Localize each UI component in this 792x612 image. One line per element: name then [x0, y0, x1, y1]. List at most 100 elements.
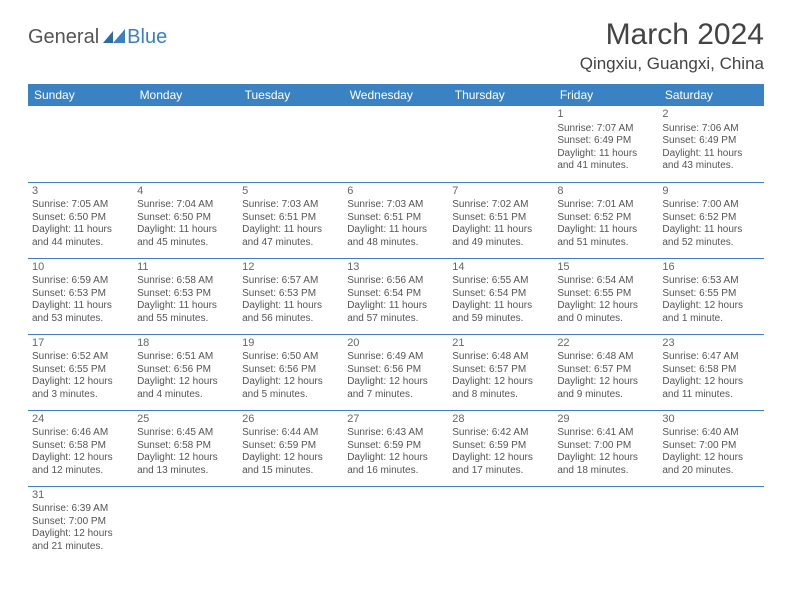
weekday-header-row: SundayMondayTuesdayWednesdayThursdayFrid…: [28, 84, 764, 106]
day-info: Sunrise: 6:54 AMSunset: 6:55 PMDaylight:…: [557, 275, 654, 325]
calendar-day-cell: 26Sunrise: 6:44 AMSunset: 6:59 PMDayligh…: [238, 410, 343, 486]
calendar-week-row: 10Sunrise: 6:59 AMSunset: 6:53 PMDayligh…: [28, 258, 764, 334]
calendar-day-cell: 22Sunrise: 6:48 AMSunset: 6:57 PMDayligh…: [553, 334, 658, 410]
logo-text-general: General: [28, 26, 99, 49]
day-info: Sunrise: 6:44 AMSunset: 6:59 PMDaylight:…: [242, 427, 339, 477]
day-info: Sunrise: 6:43 AMSunset: 6:59 PMDaylight:…: [347, 427, 444, 477]
day-number: 27: [347, 413, 444, 427]
day-info: Sunrise: 6:47 AMSunset: 6:58 PMDaylight:…: [662, 351, 759, 401]
calendar-day-cell: 28Sunrise: 6:42 AMSunset: 6:59 PMDayligh…: [448, 410, 553, 486]
day-number: 5: [242, 185, 339, 199]
day-info: Sunrise: 6:45 AMSunset: 6:58 PMDaylight:…: [137, 427, 234, 477]
weekday-header: Wednesday: [343, 84, 448, 106]
calendar-day-cell: 21Sunrise: 6:48 AMSunset: 6:57 PMDayligh…: [448, 334, 553, 410]
day-number: 3: [32, 185, 129, 199]
day-info: Sunrise: 6:46 AMSunset: 6:58 PMDaylight:…: [32, 427, 129, 477]
day-number: 29: [557, 413, 654, 427]
calendar-day-cell: 23Sunrise: 6:47 AMSunset: 6:58 PMDayligh…: [658, 334, 763, 410]
calendar-day-cell: 9Sunrise: 7:00 AMSunset: 6:52 PMDaylight…: [658, 182, 763, 258]
day-number: 24: [32, 413, 129, 427]
day-info: Sunrise: 6:40 AMSunset: 7:00 PMDaylight:…: [662, 427, 759, 477]
day-number: 11: [137, 261, 234, 275]
calendar-day-cell: 11Sunrise: 6:58 AMSunset: 6:53 PMDayligh…: [133, 258, 238, 334]
calendar-day-cell: 6Sunrise: 7:03 AMSunset: 6:51 PMDaylight…: [343, 182, 448, 258]
day-number: 17: [32, 337, 129, 351]
calendar-day-cell: 14Sunrise: 6:55 AMSunset: 6:54 PMDayligh…: [448, 258, 553, 334]
weekday-header: Sunday: [28, 84, 133, 106]
calendar-day-cell: 17Sunrise: 6:52 AMSunset: 6:55 PMDayligh…: [28, 334, 133, 410]
calendar-empty-cell: [133, 106, 238, 182]
day-info: Sunrise: 6:59 AMSunset: 6:53 PMDaylight:…: [32, 275, 129, 325]
calendar-day-cell: 5Sunrise: 7:03 AMSunset: 6:51 PMDaylight…: [238, 182, 343, 258]
day-info: Sunrise: 6:58 AMSunset: 6:53 PMDaylight:…: [137, 275, 234, 325]
day-number: 30: [662, 413, 759, 427]
day-number: 6: [347, 185, 444, 199]
calendar-week-row: 3Sunrise: 7:05 AMSunset: 6:50 PMDaylight…: [28, 182, 764, 258]
calendar-table: SundayMondayTuesdayWednesdayThursdayFrid…: [28, 84, 764, 562]
weekday-header: Friday: [553, 84, 658, 106]
day-info: Sunrise: 6:48 AMSunset: 6:57 PMDaylight:…: [452, 351, 549, 401]
calendar-day-cell: 18Sunrise: 6:51 AMSunset: 6:56 PMDayligh…: [133, 334, 238, 410]
weekday-header: Tuesday: [238, 84, 343, 106]
calendar-empty-cell: [448, 106, 553, 182]
day-number: 9: [662, 185, 759, 199]
calendar-week-row: 17Sunrise: 6:52 AMSunset: 6:55 PMDayligh…: [28, 334, 764, 410]
calendar-empty-cell: [343, 486, 448, 562]
day-info: Sunrise: 6:55 AMSunset: 6:54 PMDaylight:…: [452, 275, 549, 325]
calendar-empty-cell: [133, 486, 238, 562]
day-info: Sunrise: 6:53 AMSunset: 6:55 PMDaylight:…: [662, 275, 759, 325]
calendar-day-cell: 24Sunrise: 6:46 AMSunset: 6:58 PMDayligh…: [28, 410, 133, 486]
day-number: 31: [32, 489, 129, 503]
day-info: Sunrise: 7:06 AMSunset: 6:49 PMDaylight:…: [662, 123, 759, 173]
calendar-day-cell: 19Sunrise: 6:50 AMSunset: 6:56 PMDayligh…: [238, 334, 343, 410]
day-number: 23: [662, 337, 759, 351]
calendar-week-row: 24Sunrise: 6:46 AMSunset: 6:58 PMDayligh…: [28, 410, 764, 486]
day-number: 4: [137, 185, 234, 199]
calendar-day-cell: 13Sunrise: 6:56 AMSunset: 6:54 PMDayligh…: [343, 258, 448, 334]
day-info: Sunrise: 7:04 AMSunset: 6:50 PMDaylight:…: [137, 199, 234, 249]
day-info: Sunrise: 6:39 AMSunset: 7:00 PMDaylight:…: [32, 503, 129, 553]
day-number: 19: [242, 337, 339, 351]
calendar-empty-cell: [658, 486, 763, 562]
calendar-empty-cell: [238, 106, 343, 182]
day-info: Sunrise: 7:03 AMSunset: 6:51 PMDaylight:…: [347, 199, 444, 249]
day-number: 2: [662, 108, 759, 122]
weekday-header: Saturday: [658, 84, 763, 106]
day-info: Sunrise: 6:48 AMSunset: 6:57 PMDaylight:…: [557, 351, 654, 401]
calendar-day-cell: 16Sunrise: 6:53 AMSunset: 6:55 PMDayligh…: [658, 258, 763, 334]
calendar-week-row: 31Sunrise: 6:39 AMSunset: 7:00 PMDayligh…: [28, 486, 764, 562]
day-number: 28: [452, 413, 549, 427]
day-number: 22: [557, 337, 654, 351]
calendar-day-cell: 2Sunrise: 7:06 AMSunset: 6:49 PMDaylight…: [658, 106, 763, 182]
calendar-empty-cell: [238, 486, 343, 562]
calendar-day-cell: 30Sunrise: 6:40 AMSunset: 7:00 PMDayligh…: [658, 410, 763, 486]
calendar-day-cell: 8Sunrise: 7:01 AMSunset: 6:52 PMDaylight…: [553, 182, 658, 258]
header: General Blue March 2024 Qingxiu, Guangxi…: [28, 18, 764, 74]
calendar-day-cell: 10Sunrise: 6:59 AMSunset: 6:53 PMDayligh…: [28, 258, 133, 334]
calendar-day-cell: 15Sunrise: 6:54 AMSunset: 6:55 PMDayligh…: [553, 258, 658, 334]
day-info: Sunrise: 6:56 AMSunset: 6:54 PMDaylight:…: [347, 275, 444, 325]
day-info: Sunrise: 7:07 AMSunset: 6:49 PMDaylight:…: [557, 123, 654, 173]
day-info: Sunrise: 6:41 AMSunset: 7:00 PMDaylight:…: [557, 427, 654, 477]
day-info: Sunrise: 7:03 AMSunset: 6:51 PMDaylight:…: [242, 199, 339, 249]
logo: General Blue: [28, 26, 167, 49]
month-title: March 2024: [580, 18, 764, 52]
weekday-header: Monday: [133, 84, 238, 106]
day-number: 13: [347, 261, 444, 275]
day-info: Sunrise: 7:01 AMSunset: 6:52 PMDaylight:…: [557, 199, 654, 249]
day-number: 26: [242, 413, 339, 427]
day-number: 8: [557, 185, 654, 199]
location: Qingxiu, Guangxi, China: [580, 54, 764, 74]
day-number: 15: [557, 261, 654, 275]
calendar-day-cell: 1Sunrise: 7:07 AMSunset: 6:49 PMDaylight…: [553, 106, 658, 182]
calendar-week-row: 1Sunrise: 7:07 AMSunset: 6:49 PMDaylight…: [28, 106, 764, 182]
day-number: 18: [137, 337, 234, 351]
calendar-day-cell: 31Sunrise: 6:39 AMSunset: 7:00 PMDayligh…: [28, 486, 133, 562]
day-number: 16: [662, 261, 759, 275]
day-number: 1: [557, 108, 654, 122]
calendar-empty-cell: [553, 486, 658, 562]
logo-text-blue: Blue: [127, 26, 167, 49]
calendar-day-cell: 27Sunrise: 6:43 AMSunset: 6:59 PMDayligh…: [343, 410, 448, 486]
day-number: 20: [347, 337, 444, 351]
day-info: Sunrise: 6:49 AMSunset: 6:56 PMDaylight:…: [347, 351, 444, 401]
